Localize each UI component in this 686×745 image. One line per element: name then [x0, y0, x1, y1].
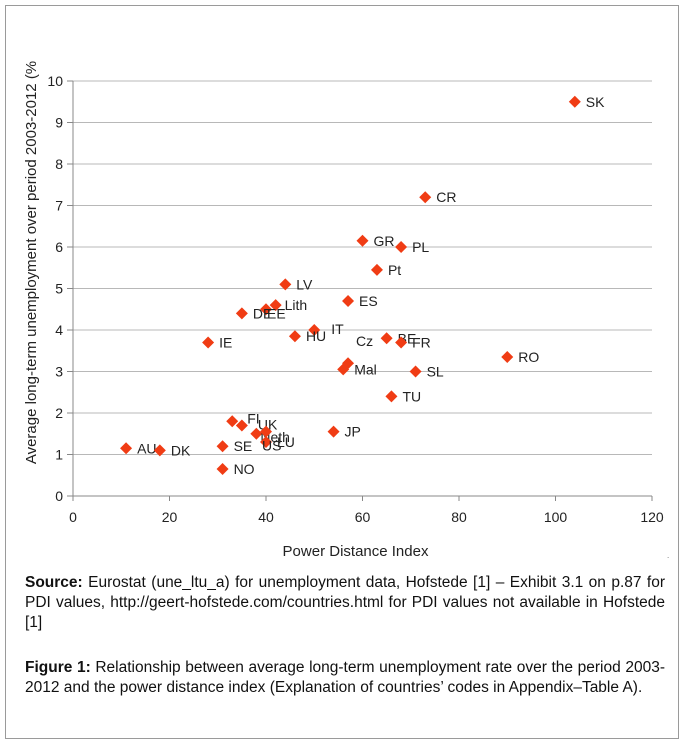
point-label-gr: GR — [374, 233, 395, 249]
y-tick-label: 0 — [55, 488, 63, 504]
y-tick-label: 6 — [55, 239, 63, 255]
figure-frame — [5, 5, 679, 739]
data-point-fr — [395, 336, 408, 349]
data-point-dk — [153, 444, 166, 457]
y-axis-title: Average long-term unemployment over peri… — [23, 61, 40, 464]
source-caption: Source: Eurostat (une_ltu_a) for unemplo… — [25, 573, 665, 633]
x-tick-label: 60 — [355, 509, 371, 525]
data-point-pl — [395, 241, 408, 253]
point-label-it: IT — [331, 321, 344, 337]
point-label-pl: PL — [412, 239, 429, 255]
point-label-lith: Lith — [285, 297, 308, 313]
point-label-dk: DK — [171, 442, 191, 458]
point-label-sl: SL — [427, 364, 444, 380]
data-point-sk — [568, 95, 581, 108]
y-tick-label: 5 — [55, 281, 63, 297]
point-label-se: SE — [234, 438, 253, 454]
point-label-no: NO — [234, 461, 255, 477]
source-text: Eurostat (une_ltu_a) for unemployment da… — [25, 574, 665, 631]
corner-dot: . — [667, 551, 670, 560]
y-tick-label: 8 — [55, 156, 63, 172]
x-tick-label: 40 — [258, 509, 274, 525]
point-label-lu: LU — [277, 434, 295, 450]
point-label-us: US — [262, 438, 281, 454]
point-label-lv: LV — [296, 276, 313, 292]
figure-caption: Figure 1: Relationship between average l… — [25, 658, 665, 698]
data-point-mal — [337, 363, 350, 376]
data-point-it — [308, 324, 321, 336]
point-label-tu: TU — [402, 388, 421, 404]
data-point-tu — [385, 390, 398, 403]
point-label-uk: UK — [258, 416, 278, 432]
point-label-sk: SK — [586, 94, 605, 110]
point-label-ie: IE — [219, 334, 232, 350]
x-tick-label: 120 — [640, 509, 664, 525]
data-point-pt — [370, 263, 383, 276]
data-point-ee — [260, 303, 272, 316]
data-point-lith — [269, 299, 282, 312]
point-label-es: ES — [359, 293, 378, 309]
y-tick-label: 3 — [55, 364, 63, 380]
x-tick-label: 0 — [69, 509, 77, 525]
point-label-au: AU — [137, 440, 156, 456]
data-point-cr — [419, 191, 432, 204]
data-point-jp — [327, 425, 340, 438]
figure-text: Relationship between average long-term u… — [25, 659, 665, 696]
point-label-jp: JP — [345, 424, 361, 440]
x-axis-title: Power Distance Index — [283, 543, 429, 560]
data-point-fi — [226, 415, 239, 428]
data-point-sl — [409, 365, 422, 378]
data-point-lu — [260, 436, 272, 449]
y-tick-label: 4 — [55, 322, 63, 338]
point-label-fi: FI — [247, 410, 259, 426]
point-label-hu: HU — [306, 328, 326, 344]
point-label-pt: Pt — [388, 262, 401, 278]
y-tick-label: 10 — [47, 73, 63, 89]
x-tick-label: 80 — [451, 509, 467, 525]
y-tick-label: 7 — [55, 198, 63, 214]
x-tick-label: 100 — [544, 509, 568, 525]
data-point-gr — [356, 234, 369, 247]
point-label-mal: Mal — [354, 361, 377, 377]
point-label-fr: FR — [412, 334, 431, 350]
y-tick-label: 9 — [55, 115, 63, 131]
point-label-ee: EE — [267, 305, 286, 321]
source-label: Source: — [25, 574, 83, 591]
point-label-cz: Cz — [356, 333, 373, 349]
data-point-se — [216, 440, 229, 453]
data-point-uk — [235, 419, 248, 432]
data-point-neth — [250, 427, 263, 440]
data-point-de — [235, 307, 248, 320]
y-tick-label: 2 — [55, 405, 63, 421]
data-point-ie — [202, 336, 215, 349]
data-point-ro — [501, 350, 514, 363]
data-point-hu — [288, 330, 301, 343]
data-point-be — [380, 332, 393, 345]
y-tick-label: 1 — [55, 447, 63, 463]
figure-label: Figure 1: — [25, 659, 91, 676]
data-point-no — [216, 463, 229, 476]
point-label-de: DE — [253, 305, 272, 321]
data-point-es — [342, 294, 355, 307]
data-point-au — [120, 442, 133, 455]
point-label-cr: CR — [436, 189, 456, 205]
data-point-us — [260, 425, 272, 438]
x-tick-label: 20 — [162, 509, 178, 525]
point-label-ro: RO — [518, 349, 539, 365]
data-point-lv — [279, 278, 292, 291]
